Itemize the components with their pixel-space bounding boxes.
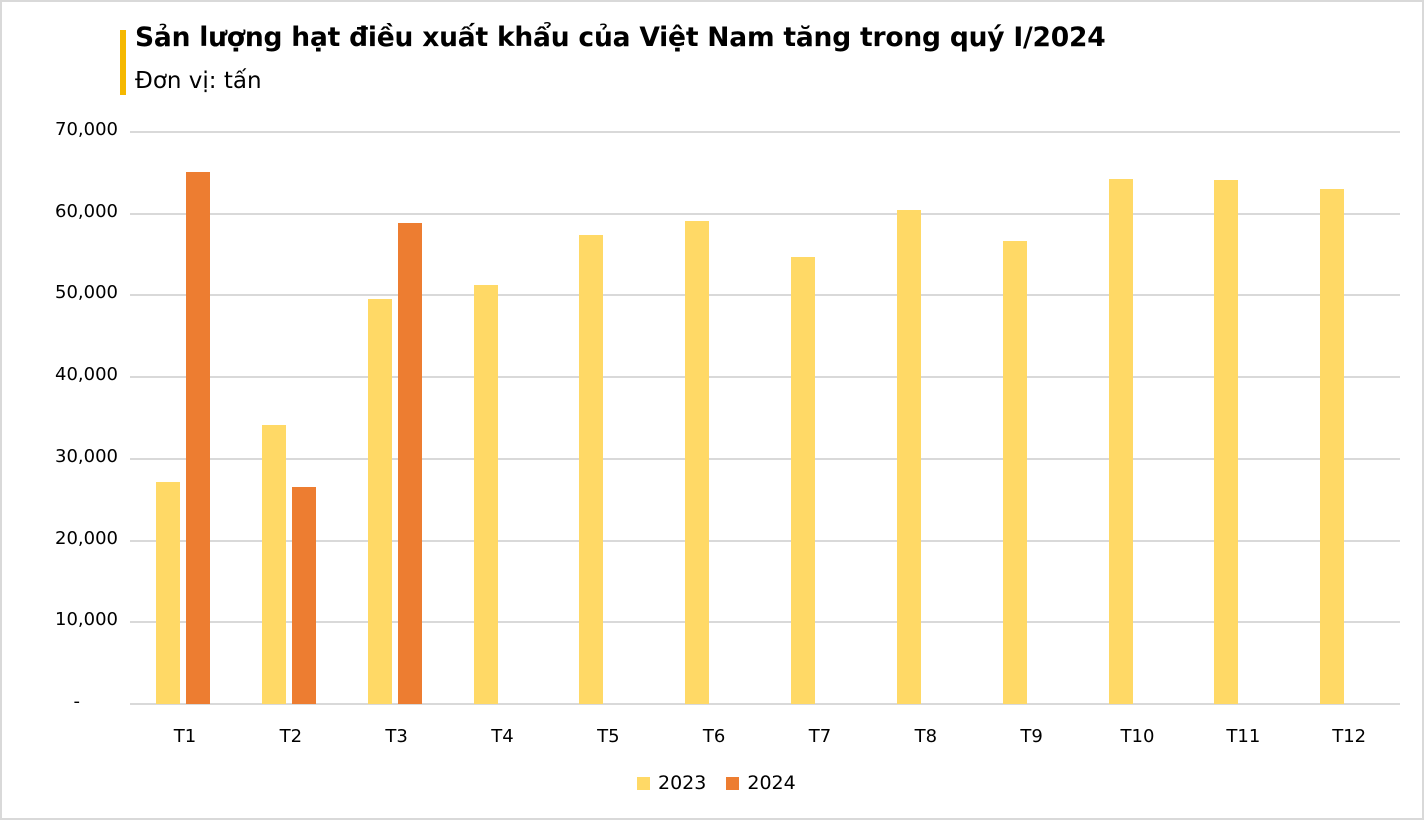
bar-2023-T3 [367,298,392,704]
legend-label: 2024 [747,772,796,794]
bar-2023-T2 [261,424,286,704]
legend-label: 2023 [658,772,707,794]
chart-title: Sản lượng hạt điều xuất khẩu của Việt Na… [135,22,1106,53]
gridline [130,539,1400,542]
bar-2024-T1 [186,172,210,704]
x-tick-label: T7 [808,726,832,747]
bar-2024-T2 [291,487,316,704]
x-tick-label: T8 [914,726,938,747]
plot-area [130,131,1400,705]
x-tick-label: T5 [597,726,620,747]
gridline [130,294,1400,297]
y-tick-label: 40,000 [55,364,118,386]
bar-2023-T12 [1320,189,1345,704]
x-tick-label: T10 [1120,726,1155,747]
y-tick-label: 10,000 [55,609,118,631]
gridline [130,131,1400,133]
gridline [130,376,1400,379]
x-tick-label: T1 [173,726,197,747]
legend-item-2024: 2024 [726,772,796,794]
x-tick-label: T6 [702,726,726,747]
x-tick-label: T4 [491,726,514,747]
y-tick-label: 30,000 [55,445,118,467]
chart-subtitle: Đơn vị: tấn [135,68,262,94]
bar-2023-T6 [685,221,710,704]
bar-2023-T1 [156,481,180,704]
gridline [130,212,1400,215]
x-tick-label: T3 [385,726,408,747]
bar-2023-T7 [791,257,815,704]
title-accent-bar [120,30,126,95]
bar-2023-T9 [1002,240,1027,704]
legend-swatch-icon [726,776,740,790]
x-tick-label: T12 [1332,726,1367,747]
bar-2023-T4 [473,284,498,704]
y-tick-label: 20,000 [55,527,118,549]
y-tick-label: - [73,691,81,712]
bar-2023-T10 [1108,178,1133,704]
x-tick-label: T9 [1020,726,1043,747]
legend: 2023 2024 [637,772,816,794]
x-axis-line [130,703,1400,705]
y-tick-label: 50,000 [55,282,118,304]
bar-2023-T11 [1214,180,1239,704]
x-tick-label: T2 [279,726,303,747]
bar-2023-T8 [896,209,921,704]
x-tick-label: T11 [1226,726,1261,747]
bar-2024-T3 [397,222,422,704]
gridline [130,621,1400,624]
bar-2023-T5 [579,234,604,704]
y-tick-label: 70,000 [55,119,118,140]
y-tick-label: 60,000 [55,200,118,222]
legend-swatch-icon [637,776,650,790]
gridline [130,457,1400,460]
legend-item-2023: 2023 [637,772,706,794]
